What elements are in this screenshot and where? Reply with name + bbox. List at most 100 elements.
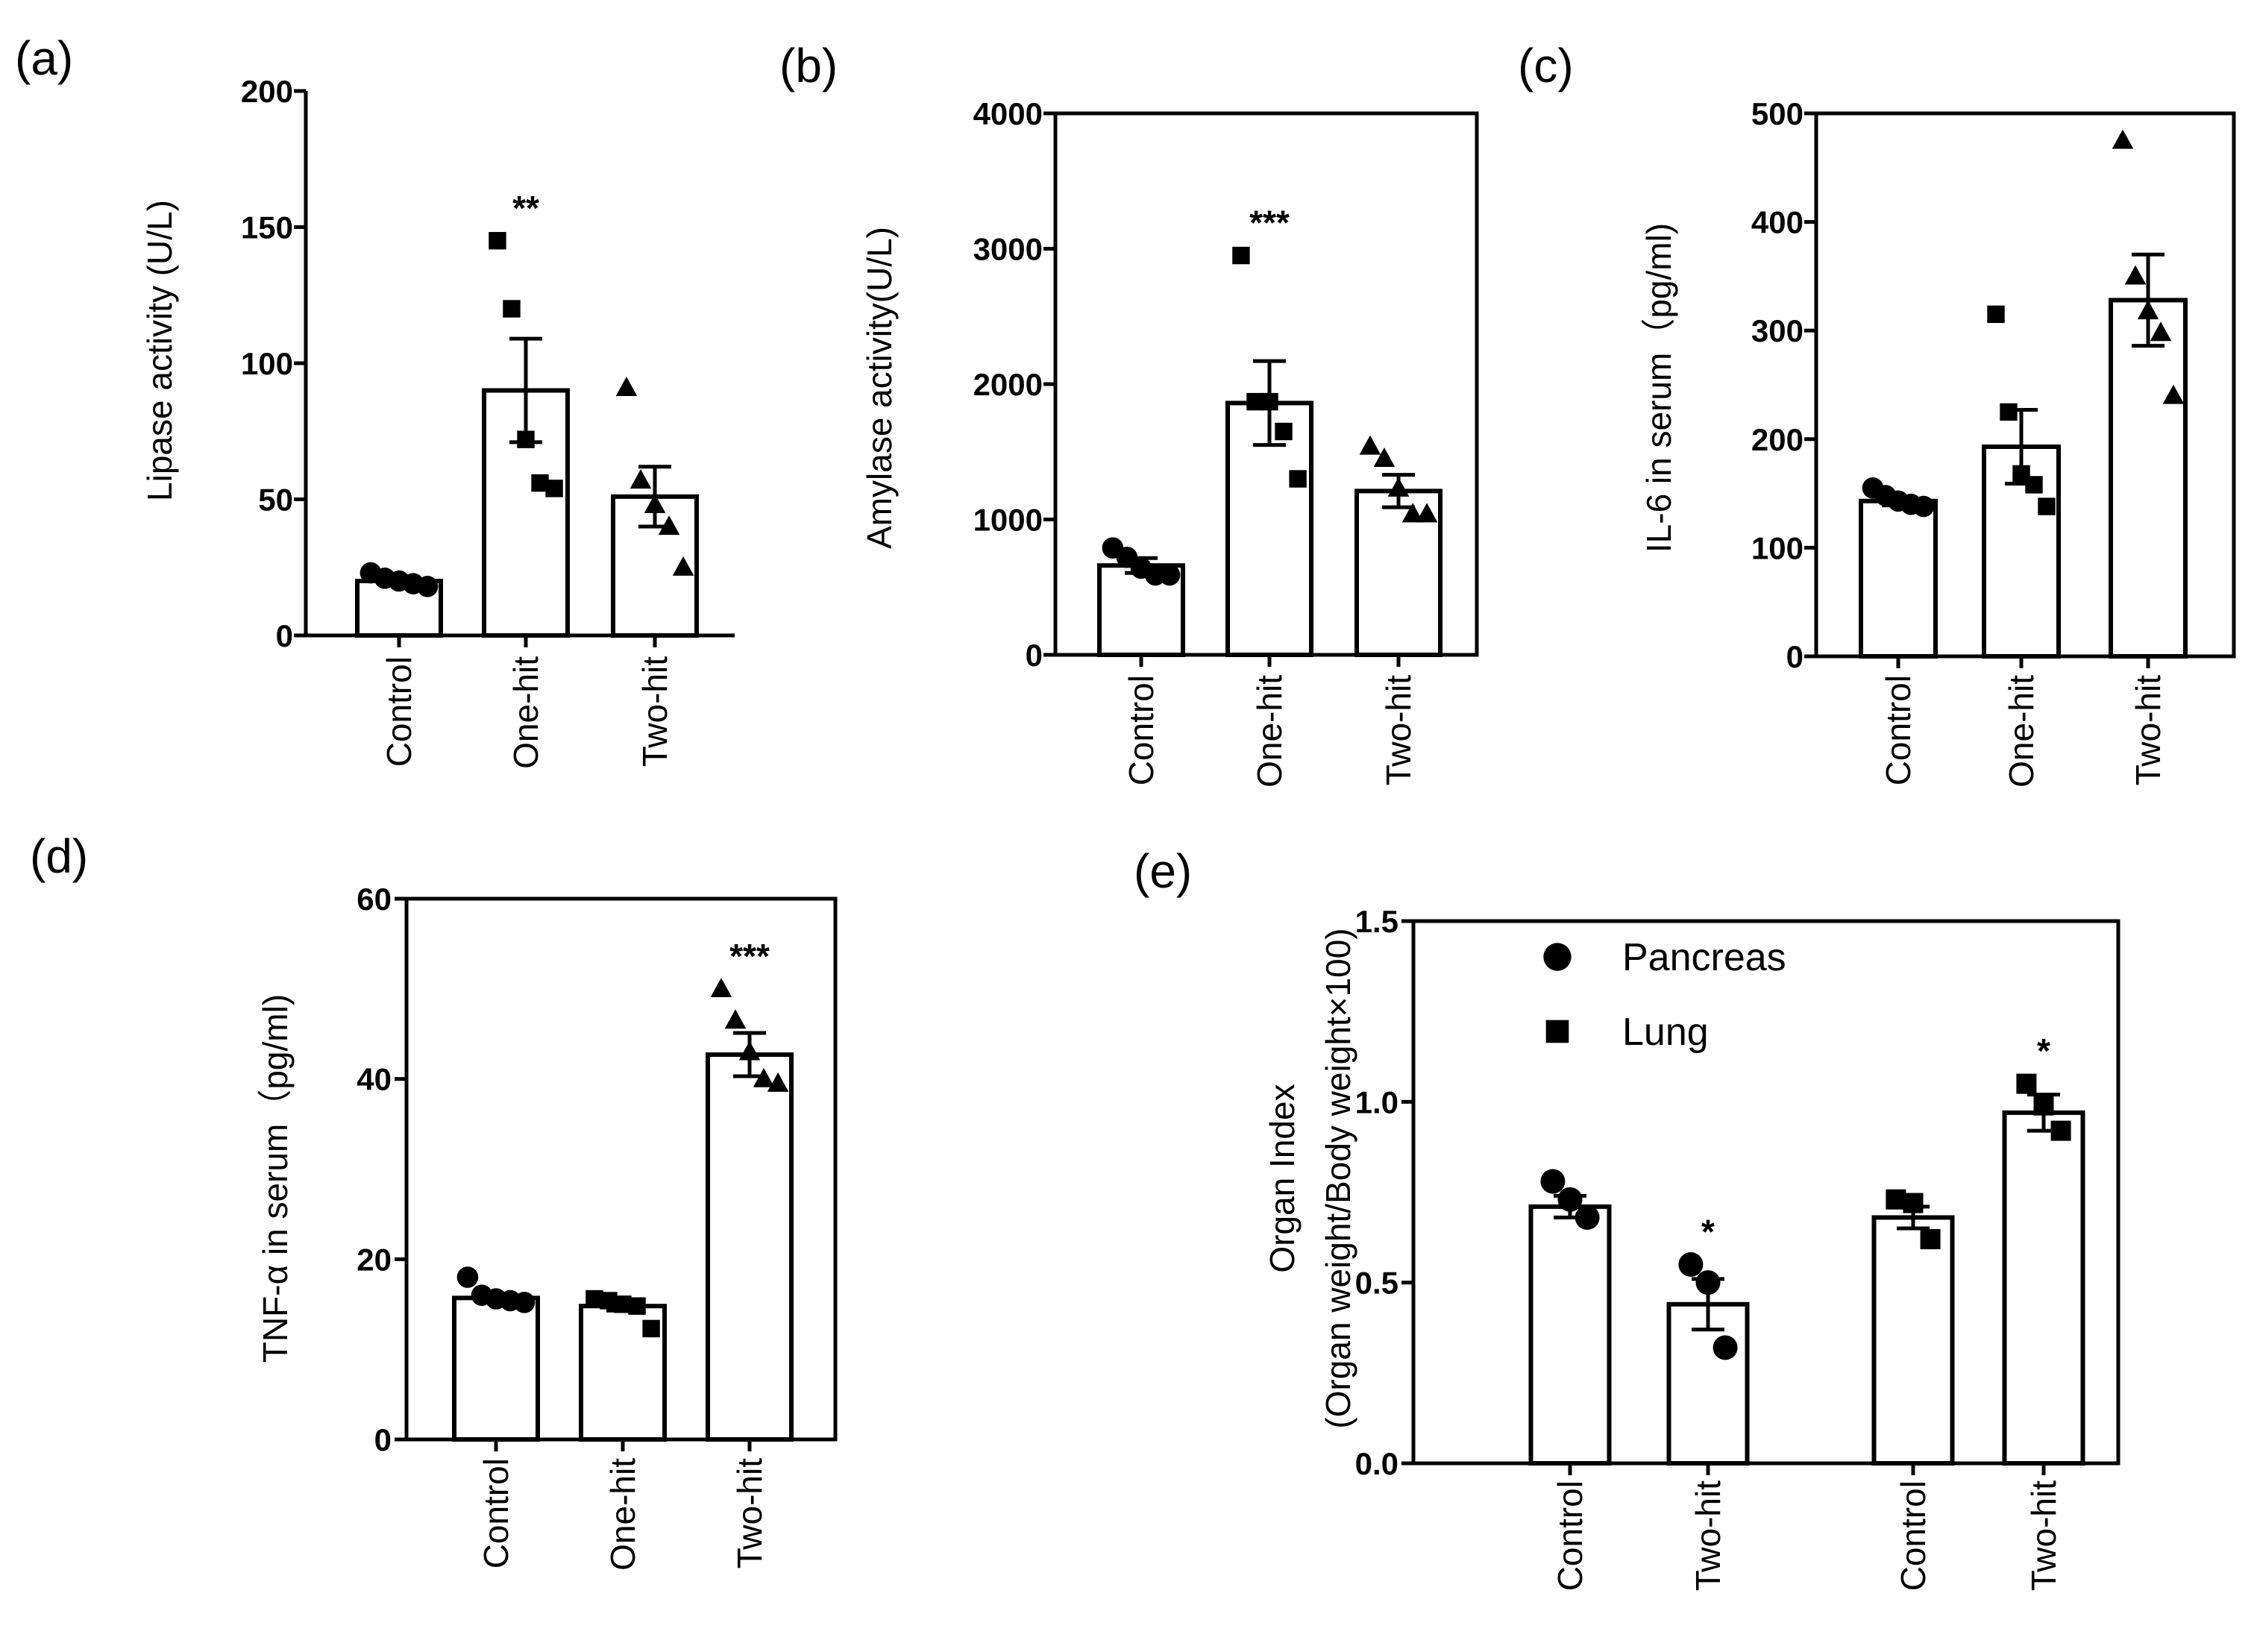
data-point — [1246, 392, 1264, 411]
legend-label: Pancreas — [1622, 936, 1786, 979]
data-point — [531, 474, 549, 492]
y-axis-title: Amylase activity(U/L) — [860, 227, 899, 549]
bar — [452, 1295, 540, 1442]
data-point — [1289, 470, 1307, 488]
data-point — [545, 480, 563, 497]
panel-e: (e) Organ Index (Organ weight/Body weigh… — [1134, 844, 2120, 1591]
y-tick-label: 0 — [1026, 638, 1043, 673]
plot-frame — [1411, 919, 2120, 1466]
y-tick-label: 0 — [1786, 639, 1803, 674]
bar — [2002, 1110, 2085, 1466]
x-tick-label: Two-hit — [635, 656, 674, 767]
data-point — [1275, 422, 1293, 441]
significance-label: *** — [1249, 204, 1290, 242]
data-point — [614, 1295, 632, 1313]
data-point — [672, 556, 694, 576]
data-point — [517, 430, 535, 448]
data-point — [2124, 265, 2147, 285]
significance-label: * — [1701, 1212, 1715, 1251]
panel-d: (d) TNF-α in serum（pg/ml) 0 20 40 60 Control… — [30, 829, 838, 1571]
y-tick-label: 40 — [357, 1062, 392, 1097]
y-tick-label: 400 — [1751, 205, 1803, 240]
y-tick-label: 1.5 — [1355, 904, 1398, 939]
data-point — [2162, 384, 2185, 404]
y-tick-label: 0.0 — [1355, 1446, 1398, 1481]
data-point — [1987, 305, 2005, 324]
data-point — [1387, 477, 1410, 497]
y-axis-title: TNF-α in serum（pg/ml) — [256, 994, 295, 1363]
legend-marker — [1545, 1020, 1569, 1043]
y-tick-label: 60 — [357, 882, 392, 917]
y-axis-title: IL-6 in serum（pg/ml) — [1639, 223, 1678, 553]
panel-label: (c) — [1518, 39, 1574, 92]
data-point — [1557, 1187, 1583, 1212]
data-point — [1359, 435, 1381, 455]
data-point — [489, 232, 506, 250]
x-tick-label: One-hit — [1250, 675, 1289, 788]
x-tick-label: Two-hit — [730, 1458, 769, 1568]
significance-label: * — [2037, 1031, 2050, 1070]
x-tick-label: One-hit — [603, 1458, 642, 1571]
data-point — [2025, 476, 2043, 494]
data-point — [2038, 497, 2056, 515]
bar — [1871, 1215, 1955, 1466]
x-tick-label: Two-hit — [2024, 1480, 2063, 1591]
x-tick-label: One-hit — [2002, 675, 2041, 788]
panel-label: (e) — [1134, 844, 1192, 898]
data-point — [644, 493, 666, 513]
bar — [706, 1052, 794, 1442]
panel-c: (c) IL-6 in serum（pg/ml) 0 100 200 300 400 50… — [1518, 39, 2236, 788]
data-point — [2033, 1095, 2054, 1116]
x-tick-label: Control — [1879, 675, 1918, 785]
y-tick-label: 2000 — [973, 367, 1043, 402]
data-point — [2150, 321, 2172, 342]
y-tick-label: 20 — [357, 1242, 392, 1277]
panel-label: (a) — [15, 31, 73, 85]
data-point — [1261, 392, 1278, 411]
y-tick-label: 100 — [241, 346, 293, 381]
data-point — [1912, 495, 1935, 518]
y-axis-title-line2: (Organ weight/Body weight×100) — [1319, 928, 1357, 1428]
data-point — [724, 1009, 747, 1029]
x-tick-label: Two-hit — [2129, 675, 2167, 785]
data-point — [586, 1290, 603, 1308]
data-point — [2137, 300, 2159, 320]
data-point — [1416, 503, 1438, 523]
data-point — [513, 1292, 536, 1313]
x-tick-label: Two-hit — [1689, 1480, 1727, 1591]
x-tick-label: Control — [1894, 1480, 1933, 1591]
data-point — [1886, 1189, 1906, 1210]
significance-label: *** — [729, 937, 770, 976]
data-point — [1713, 1335, 1738, 1360]
data-point — [1678, 1251, 1704, 1277]
data-point — [658, 515, 680, 536]
y-axis-title: Lipase activity (U/L) — [140, 200, 179, 501]
data-point — [503, 300, 521, 318]
legend-marker — [1543, 943, 1572, 971]
data-point — [738, 1040, 761, 1061]
panel-a: (a) Lipase activity (U/L) 0 50 100 150 200 Co… — [15, 31, 735, 769]
x-tick-label: Control — [380, 656, 418, 767]
data-point — [416, 576, 439, 597]
data-point — [630, 469, 652, 489]
x-tick-label: Control — [477, 1458, 515, 1568]
significance-label: ** — [512, 189, 539, 227]
data-point — [1401, 503, 1424, 523]
data-point — [2112, 129, 2134, 149]
data-point — [1540, 1169, 1566, 1194]
y-tick-label: 1000 — [973, 503, 1043, 538]
data-point — [600, 1292, 618, 1310]
data-point — [628, 1297, 646, 1315]
y-tick-label: 300 — [1751, 313, 1803, 348]
y-axis-title-line1: Organ Index — [1263, 1084, 1302, 1272]
legend-label: Lung — [1622, 1011, 1709, 1054]
x-tick-label: One-hit — [506, 656, 545, 769]
data-point — [2000, 403, 2018, 421]
data-point — [1695, 1270, 1721, 1295]
y-tick-label: 500 — [1751, 96, 1803, 131]
y-tick-label: 0 — [374, 1422, 392, 1457]
bar — [2109, 298, 2188, 659]
y-tick-label: 50 — [258, 483, 293, 518]
data-point — [1232, 246, 1250, 265]
y-tick-label: 200 — [1751, 422, 1803, 457]
